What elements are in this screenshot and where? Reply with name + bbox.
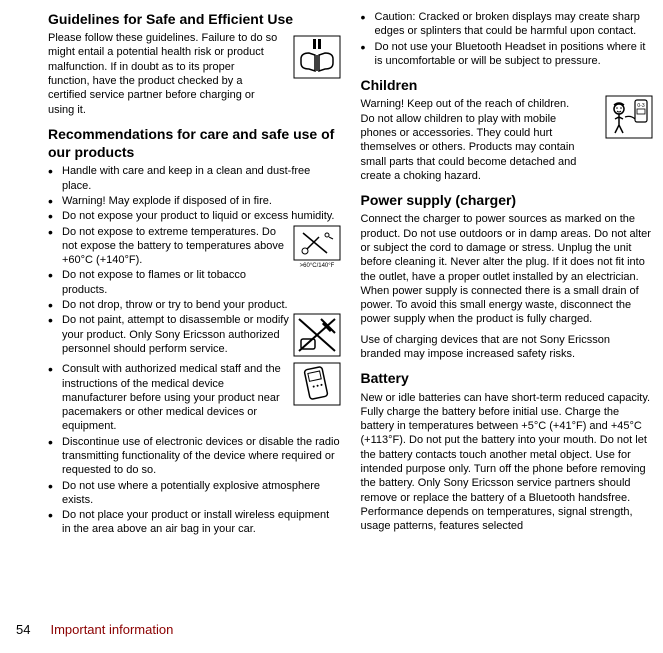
list-item: Do not use where a potentially explosive… xyxy=(48,479,341,508)
phone-icon xyxy=(293,362,341,406)
heading-battery: Battery xyxy=(361,369,654,387)
heading-power: Power supply (charger) xyxy=(361,191,654,209)
list-item-text: Do not expose to extreme temperatures. D… xyxy=(62,225,290,268)
power-text-1: Connect the charger to power sources as … xyxy=(361,212,654,326)
list-item: Discontinue use of electronic devices or… xyxy=(48,435,341,478)
children-text: Warning! Keep out of the reach of childr… xyxy=(361,97,581,183)
list-item: Warning! May explode if disposed of in f… xyxy=(48,194,341,208)
page-columns: Guidelines for Safe and Efficient Use Pl… xyxy=(48,10,653,600)
list-item: Do not paint, attempt to disassemble or … xyxy=(48,313,341,356)
list-item: Handle with care and keep in a clean and… xyxy=(48,164,341,193)
list-item: Do not expose to flames or lit tobacco p… xyxy=(48,268,341,297)
list-item: Consult with authorized medical staff an… xyxy=(48,362,341,433)
page-footer: 54 Important information xyxy=(16,622,173,639)
no-service-icon xyxy=(293,313,341,357)
intro-text: Please follow these guidelines. Failure … xyxy=(48,31,278,117)
page-number: 54 xyxy=(16,622,30,639)
heading-recommendations: Recommendations for care and safe use of… xyxy=(48,125,341,161)
list-item-text: Consult with authorized medical staff an… xyxy=(62,362,290,433)
right-column: Caution: Cracked or broken displays may … xyxy=(361,10,654,600)
left-column: Guidelines for Safe and Efficient Use Pl… xyxy=(48,10,341,600)
list-item: Do not place your product or install wir… xyxy=(48,508,341,537)
footer-title: Important information xyxy=(50,622,173,639)
intro-block: Please follow these guidelines. Failure … xyxy=(48,31,341,117)
heading-children: Children xyxy=(361,76,654,94)
children-block: Warning! Keep out of the reach of childr… xyxy=(361,97,654,183)
continued-list: Caution: Cracked or broken displays may … xyxy=(361,10,654,68)
power-text-2: Use of charging devices that are not Son… xyxy=(361,333,654,362)
list-item: Caution: Cracked or broken displays may … xyxy=(361,10,654,39)
book-icon xyxy=(293,35,341,79)
list-item-text: Do not expose to flames or lit tobacco p… xyxy=(62,268,290,297)
list-item-text: Do not paint, attempt to disassemble or … xyxy=(62,313,290,356)
child-safety-icon: 0-3 xyxy=(605,95,653,139)
svg-text:0-3: 0-3 xyxy=(637,103,644,109)
battery-text: New or idle batteries can have short-ter… xyxy=(361,391,654,534)
list-item: Do not drop, throw or try to bend your p… xyxy=(48,298,341,312)
list-item: Do not expose your product to liquid or … xyxy=(48,209,341,223)
thermometer-icon: >60°C/140°F xyxy=(293,225,341,269)
heading-guidelines: Guidelines for Safe and Efficient Use xyxy=(48,10,341,28)
list-item: Do not use your Bluetooth Headset in pos… xyxy=(361,40,654,69)
recommendations-list: Handle with care and keep in a clean and… xyxy=(48,164,341,536)
list-item: Do not expose to extreme temperatures. D… xyxy=(48,225,341,268)
